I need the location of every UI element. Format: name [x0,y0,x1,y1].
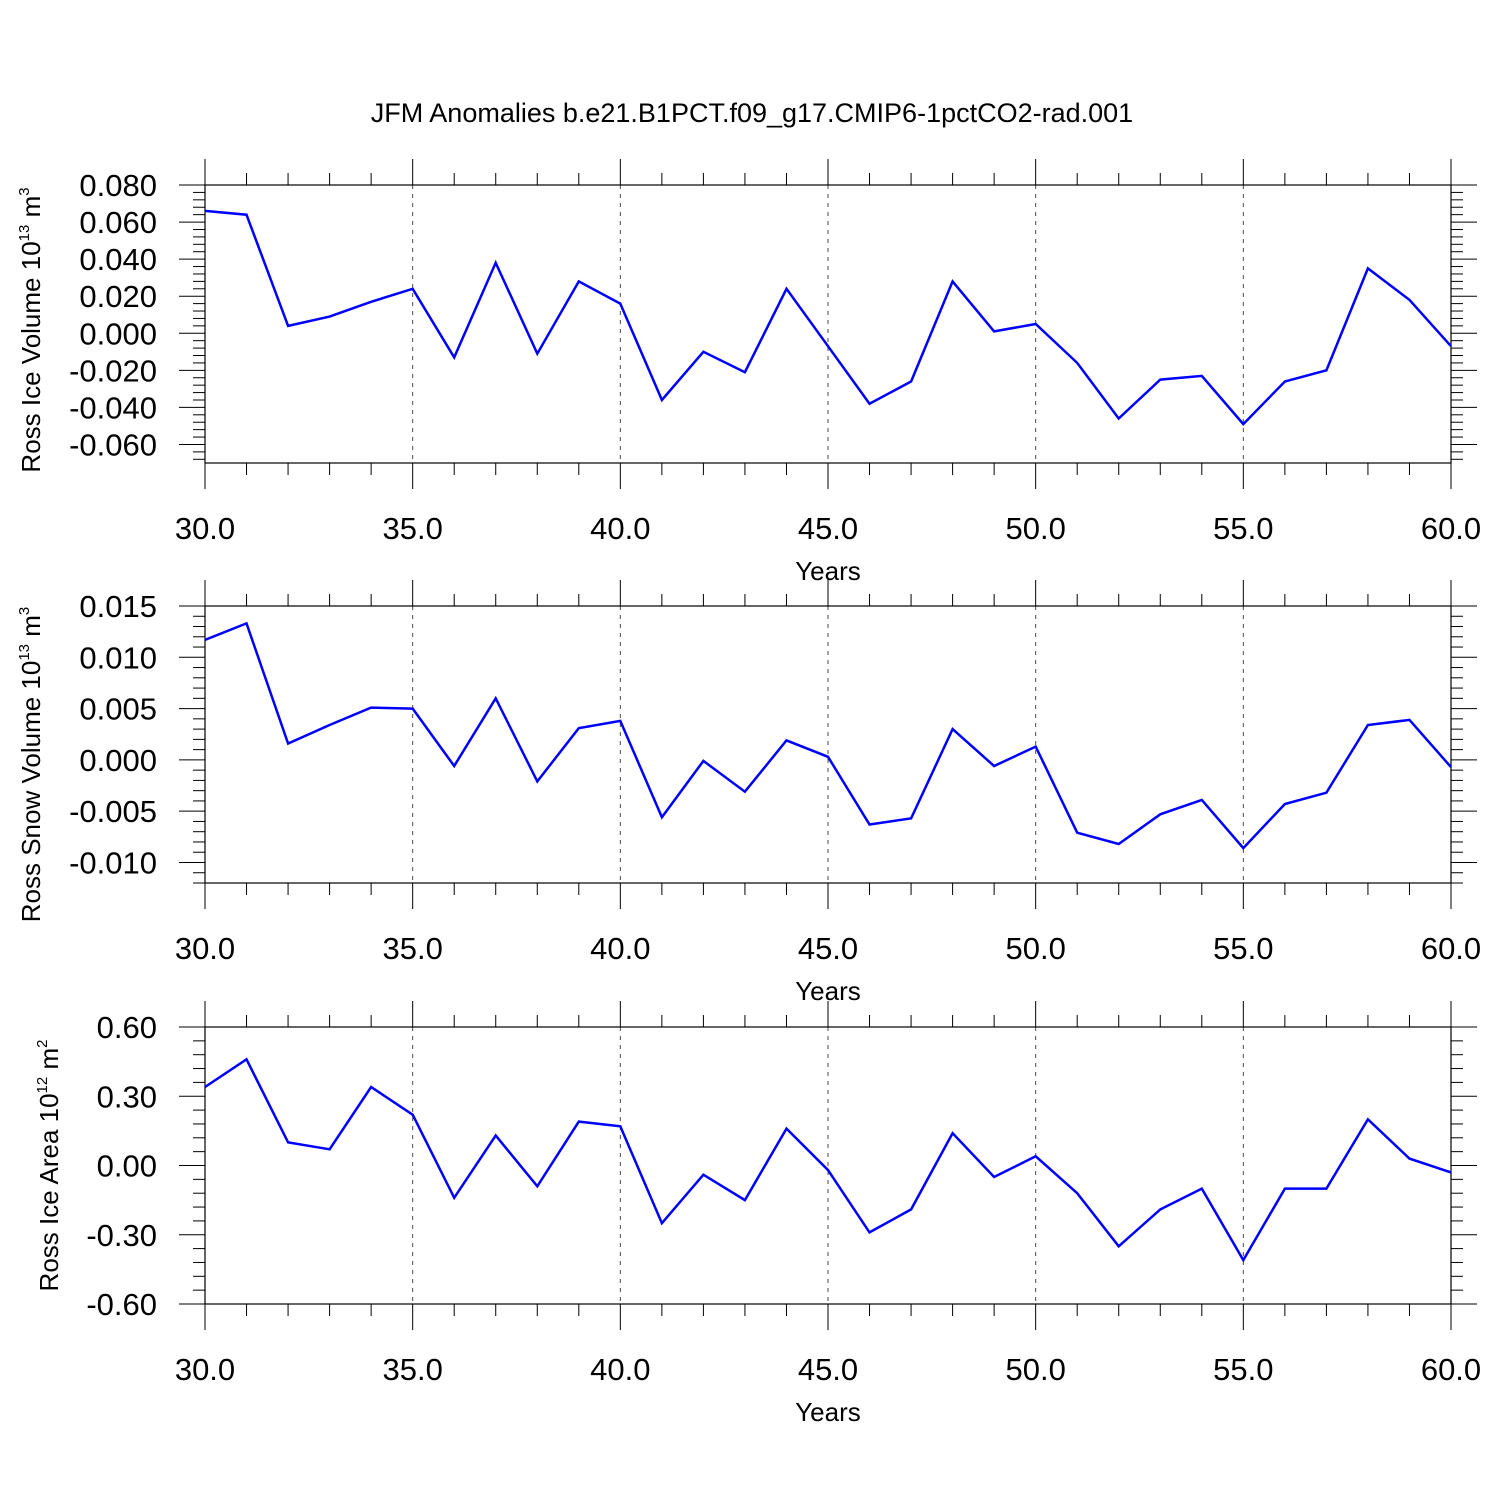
y-tick-label: 0.005 [79,692,157,727]
x-tick-label: 55.0 [1213,931,1273,966]
x-tick-label: 40.0 [590,1352,650,1387]
y-axis-label-main: Ross Ice Volume 10 [16,241,46,472]
x-tick-label: 60.0 [1421,931,1481,966]
chart-panel-2: 30.0 35.0 40.0 45.0 50.0 55.0 60.0Years0.0150.… [16,580,1481,1006]
y-tick-label: 0.000 [79,316,157,351]
y-axis-label-exponent: 12 [34,1077,51,1094]
y-tick-label: 0.010 [79,640,157,675]
x-tick-label: 30.0 [175,511,235,546]
x-tick-label: 50.0 [1005,511,1065,546]
y-tick-label: 0.080 [79,168,157,203]
y-axis-label-main: Ross Snow Volume 10 [16,661,46,923]
y-tick-label: -0.30 [86,1218,157,1253]
y-axis-label-exponent: 13 [16,225,33,242]
y-tick-label: 0.040 [79,242,157,277]
x-tick-label: 40.0 [590,511,650,546]
y-tick-label: 0.020 [79,279,157,314]
x-tick-label: 55.0 [1213,1352,1273,1387]
y-axis-label-unit: m [16,615,46,644]
y-tick-label: 0.60 [97,1010,157,1045]
y-tick-label: -0.005 [69,794,157,829]
y-tick-label: -0.020 [69,353,157,388]
y-axis-label-main: Ross Ice Area 10 [34,1093,64,1291]
x-tick-label: 45.0 [798,1352,858,1387]
y-axis-label: Ross Ice Volume 1013 m3 [16,187,46,472]
figure-title: JFM Anomalies b.e21.B1PCT.f09_g17.CMIP6-… [371,98,1133,128]
x-tick-label: 60.0 [1421,1352,1481,1387]
y-tick-label: -0.60 [86,1287,157,1322]
x-tick-label: 30.0 [175,931,235,966]
chart-panels: 30.0 35.0 40.0 45.0 50.0 55.0 60.0Years0.0800.… [16,159,1481,1427]
x-tick-label: 40.0 [590,931,650,966]
x-tick-label: 45.0 [798,511,858,546]
x-tick-label: 50.0 [1005,1352,1065,1387]
series-line [204,621,1452,850]
y-tick-label: -0.010 [69,845,157,880]
series-line [204,209,1452,426]
x-tick-label: 45.0 [798,931,858,966]
y-tick-label: -0.040 [69,390,157,425]
x-axis-label: Years [795,1397,861,1427]
x-tick-label: 55.0 [1213,511,1273,546]
y-axis-label-unit-exponent: 3 [16,187,33,195]
y-axis-label: Ross Ice Area 1012 m2 [34,1040,64,1292]
chart-panel-3: 30.0 35.0 40.0 45.0 50.0 55.0 60.0 Years 0.60 0.3… [34,1001,1481,1427]
x-tick-label: 60.0 [1421,511,1481,546]
y-axis-label-unit: m [16,196,46,225]
y-axis-label-unit-exponent: 3 [16,607,33,615]
x-tick-label: 50.0 [1005,931,1065,966]
y-tick-label: 0.00 [97,1149,157,1184]
x-tick-label: 35.0 [382,931,442,966]
y-axis-label: Ross Snow Volume 1013 m3 [16,607,46,923]
y-tick-label: -0.060 [69,427,157,462]
y-tick-label: 0.015 [79,589,157,624]
y-axis-label-exponent: 13 [16,644,33,661]
chart-panel-1: 30.0 35.0 40.0 45.0 50.0 55.0 60.0Years0.0800.… [16,159,1481,586]
x-tick-label: 35.0 [382,511,442,546]
y-axis-label-unit-exponent: 2 [34,1040,51,1048]
x-tick-label: 30.0 [175,1352,235,1387]
series-line [204,1057,1452,1263]
y-tick-label: 0.30 [97,1079,157,1114]
y-tick-label: 0.060 [79,205,157,240]
x-tick-label: 35.0 [382,1352,442,1387]
y-axis-label-unit: m [34,1048,64,1077]
y-tick-label: 0.000 [79,743,157,778]
